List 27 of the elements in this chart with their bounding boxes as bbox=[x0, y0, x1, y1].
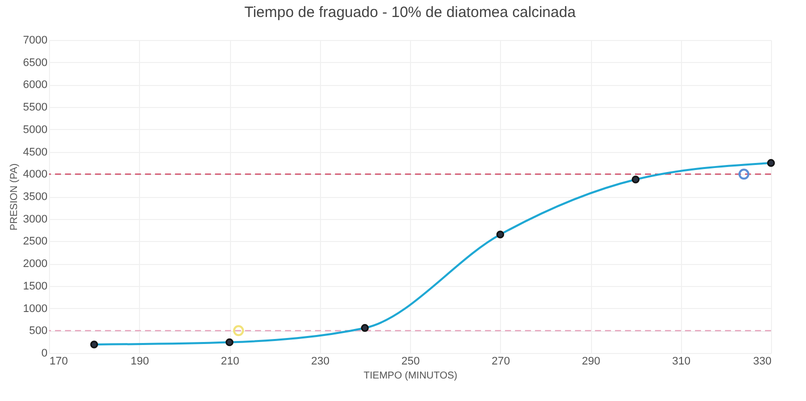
y-tick-label: 6000 bbox=[23, 79, 48, 92]
y-tick-label: 2000 bbox=[23, 258, 48, 270]
y-tick-label: 2500 bbox=[23, 236, 48, 248]
x-tick-label: 310 bbox=[672, 356, 690, 368]
x-tick-label: 330 bbox=[753, 356, 772, 368]
chart-title: Tiempo de fraguado - 10% de diatomea calcinada bbox=[244, 4, 576, 21]
y-tick-label: 3000 bbox=[23, 213, 48, 226]
y-tick-label: 4000 bbox=[23, 168, 48, 181]
y-tick-label: 500 bbox=[29, 325, 48, 338]
x-axis-title: TIEMPO (MINUTOS) bbox=[364, 370, 458, 382]
y-tick-label: 0 bbox=[41, 348, 48, 360]
x-tick-label: 210 bbox=[220, 356, 240, 368]
y-tick-label: 5000 bbox=[23, 124, 48, 136]
x-tick-label: 250 bbox=[401, 356, 420, 368]
x-tick-label: 230 bbox=[311, 356, 330, 368]
y-tick-label: 5500 bbox=[23, 102, 48, 114]
x-tick-label: 190 bbox=[130, 356, 149, 368]
x-tick-label: 290 bbox=[582, 356, 600, 368]
y-tick-label: 6500 bbox=[23, 56, 48, 69]
y-tick-label: 4500 bbox=[23, 146, 48, 158]
x-tick-label: 170 bbox=[50, 356, 68, 368]
y-tick-label: 3500 bbox=[23, 191, 48, 203]
y-tick-label: 7000 bbox=[23, 34, 48, 46]
x-tick-label: 270 bbox=[492, 356, 510, 368]
y-axis-title: PRESION (PA) bbox=[9, 163, 20, 231]
y-tick-label: 1500 bbox=[23, 280, 48, 292]
y-tick-label: 1000 bbox=[23, 302, 48, 315]
